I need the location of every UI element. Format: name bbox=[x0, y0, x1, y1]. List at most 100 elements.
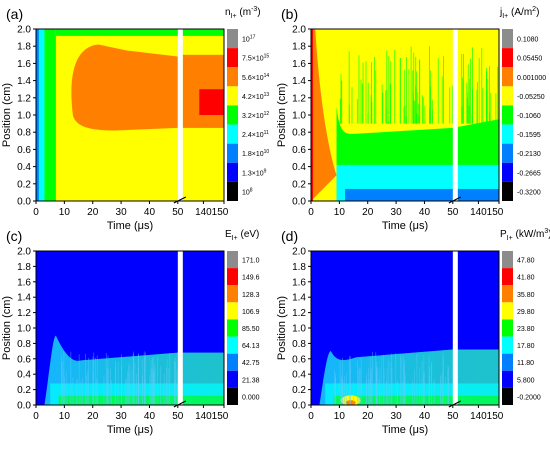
x-tick-label: 140 bbox=[470, 207, 487, 218]
colorbar-swatch bbox=[227, 319, 238, 337]
region-orange bbox=[71, 44, 178, 131]
panel-b: 0.0 0.2 0.4 0.6 0.8 1.0 1.2 1.4 1.6 1.8 2.0 0 10 20 30… bbox=[276, 6, 546, 232]
y-tick-label: 1.8 bbox=[17, 42, 31, 53]
x-tick-label: 50 bbox=[172, 207, 184, 218]
colorbar-swatch bbox=[502, 67, 513, 87]
x-tick-label: 150 bbox=[487, 411, 504, 422]
colorbar-swatch bbox=[502, 29, 513, 49]
colorbar-swatch bbox=[502, 124, 513, 144]
y-tick-label: 1.6 bbox=[292, 59, 306, 70]
panel-label: (c) bbox=[6, 228, 22, 244]
y-tick-label: 0.2 bbox=[292, 179, 306, 190]
y-tick-label: 1.4 bbox=[17, 293, 31, 304]
y-tick-label: 2.0 bbox=[292, 247, 306, 258]
break-mark bbox=[448, 400, 462, 408]
colorbar: 47.80 41.80 35.80 29.80 23.80 17.80 11.80 5.800… bbox=[502, 251, 541, 405]
region-cyan-left bbox=[36, 29, 45, 201]
y-tick-label: 1.8 bbox=[17, 262, 31, 273]
x-tick-label: 50 bbox=[447, 207, 459, 218]
x-tick-label: 40 bbox=[419, 207, 431, 218]
colorbar-title: jI+ (A/m2) bbox=[499, 6, 539, 20]
colorbar: 0.1080 0.05450 0.001000 -0.05250 -0.1060 -0.1… bbox=[502, 29, 546, 201]
colorbar-label: -0.1060 bbox=[517, 113, 541, 120]
y-tick-label: 0.2 bbox=[292, 385, 306, 396]
panel-d: 0.0 0.2 0.4 0.6 0.8 1.0 1.2 1.4 1.6 1.8 2.0 0 10 20 30… bbox=[276, 228, 550, 436]
streaks bbox=[61, 351, 178, 405]
y-tick-label: 0.2 bbox=[17, 385, 31, 396]
y-tick-label: 1.2 bbox=[292, 308, 306, 319]
y-tick-label: 0.0 bbox=[292, 197, 306, 208]
y-tick-label: 1.8 bbox=[292, 262, 306, 273]
colorbar-label: 47.80 bbox=[517, 258, 535, 265]
x-tick-label: 30 bbox=[116, 207, 128, 218]
colorbar-label: 1017 bbox=[242, 35, 256, 44]
colorbar-swatch bbox=[227, 387, 238, 405]
y-tick-label: 2.0 bbox=[17, 25, 31, 36]
x-tick-label: 0 bbox=[33, 207, 39, 218]
colorbar-label: 21.38 bbox=[242, 377, 260, 384]
axis-break bbox=[452, 251, 458, 405]
colorbar-label: 1.3×109 bbox=[242, 168, 267, 177]
colorbar-label: 0.001000 bbox=[517, 75, 546, 82]
panel-c: 0.0 0.2 0.4 0.6 0.8 1.0 1.2 1.4 1.6 1.8 2.0 0 10 20 30… bbox=[1, 228, 260, 436]
region-blue-band bbox=[345, 188, 499, 201]
colorbar-label: -0.2130 bbox=[517, 151, 541, 158]
colorbar-title: EI+ (eV) bbox=[225, 229, 259, 242]
x-tick-label: 30 bbox=[391, 207, 403, 218]
y-tick-label: 0.4 bbox=[17, 370, 31, 381]
y-tick-label: 1.6 bbox=[17, 277, 31, 288]
colorbar-label: 64.13 bbox=[242, 343, 260, 350]
colorbar-swatch bbox=[227, 162, 238, 182]
x-tick-label: 40 bbox=[419, 411, 431, 422]
colorbar-swatch bbox=[227, 143, 238, 163]
y-tick-label: 1.2 bbox=[17, 93, 31, 104]
panel-label: (a) bbox=[6, 6, 23, 22]
x-tick-label: 30 bbox=[391, 411, 403, 422]
colorbar-swatch bbox=[227, 353, 238, 371]
colorbar-label: -0.2665 bbox=[517, 170, 541, 177]
plot-area bbox=[36, 251, 224, 405]
colorbar-swatch bbox=[227, 124, 238, 144]
colorbar-label: 5.6×1014 bbox=[242, 73, 269, 82]
y-tick-label: 1.0 bbox=[17, 324, 31, 335]
y-tick-label: 1.8 bbox=[292, 42, 306, 53]
plot-area bbox=[36, 29, 224, 201]
colorbar-swatch bbox=[502, 353, 513, 371]
streaks bbox=[334, 351, 449, 405]
y-axis-label: Position (cm) bbox=[1, 296, 13, 360]
axis-break bbox=[177, 251, 183, 405]
colorbar-title: nI+ (m-3) bbox=[225, 6, 261, 20]
x-tick-label: 140 bbox=[195, 411, 212, 422]
x-axis-label: Time (μs) bbox=[107, 424, 153, 436]
colorbar: 171.0 149.6 128.3 106.9 85.50 64.13 42.75 21.38… bbox=[227, 251, 260, 405]
colorbar-label: 1.8×1010 bbox=[242, 149, 269, 158]
x-tick-label: 40 bbox=[144, 207, 156, 218]
colorbar-label: 4.2×1013 bbox=[242, 92, 269, 101]
colorbar-swatch bbox=[502, 370, 513, 388]
y-tick-label: 0.0 bbox=[292, 401, 306, 412]
y-tick-label: 1.0 bbox=[292, 324, 306, 335]
colorbar-swatch bbox=[502, 48, 513, 68]
y-axis-label: Position (cm) bbox=[276, 83, 288, 147]
x-tick-label: 40 bbox=[144, 411, 156, 422]
colorbar-swatch bbox=[227, 251, 238, 269]
y-tick-label: 0.6 bbox=[17, 145, 31, 156]
y-tick-label: 0.8 bbox=[17, 128, 31, 139]
colorbar-label: 149.6 bbox=[242, 275, 260, 282]
break-mark bbox=[448, 196, 462, 204]
y-tick-label: 1.4 bbox=[292, 76, 306, 87]
axis-break bbox=[177, 29, 183, 201]
y-tick-label: 0.8 bbox=[17, 339, 31, 350]
break-mark bbox=[173, 196, 187, 204]
x-tick-label: 30 bbox=[116, 411, 128, 422]
colorbar-label: 0.000 bbox=[242, 394, 260, 401]
colorbar-swatch bbox=[502, 251, 513, 269]
y-tick-label: 1.2 bbox=[17, 308, 31, 319]
colorbar-label: 7.5×1015 bbox=[242, 54, 269, 63]
colorbar-swatch bbox=[227, 29, 238, 49]
y-tick-label: 0.8 bbox=[292, 339, 306, 350]
colorbar-label: 29.80 bbox=[517, 309, 535, 316]
colorbar-label: 0.1080 bbox=[517, 37, 539, 44]
colorbar-label: 108 bbox=[242, 187, 253, 196]
x-tick-label: 150 bbox=[212, 411, 229, 422]
